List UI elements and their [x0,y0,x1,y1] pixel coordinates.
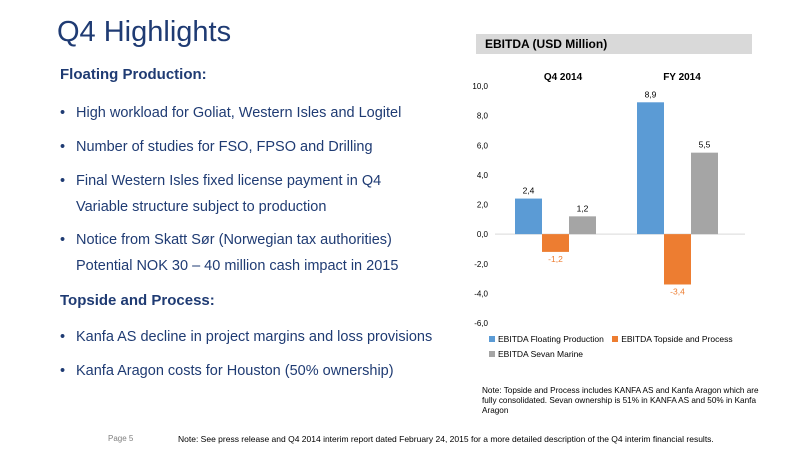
floating-bullet-2: Number of studies for FSO, FPSO and Dril… [60,139,470,155]
data-label: 2,4 [523,186,535,196]
y-tick-label: 2,0 [477,201,489,210]
bullet-text: Kanfa Aragon costs for Houston (50% owne… [76,363,394,379]
data-label: 1,2 [577,203,589,213]
y-tick-label: -2,0 [474,260,488,269]
category-label: Q4 2014 [544,72,583,83]
y-tick-label: -4,0 [474,289,488,298]
data-label: 8,9 [645,89,657,99]
floating-production-heading: Floating Production: [60,66,207,83]
page-number: Page 5 [108,434,134,443]
legend-label: EBITDA Floating Production [498,334,604,344]
data-label: -1,2 [548,254,563,264]
legend-swatch-topside [612,336,619,342]
legend-swatch-floating [489,336,495,342]
bullet-text: Final Western Isles fixed license paymen… [76,173,382,189]
topside-process-heading: Topside and Process: [60,292,215,309]
highlights-text: Floating Production: High workload for G… [60,66,470,379]
bar [569,216,596,235]
bar [542,234,569,252]
legend-item-topside: EBITDA Topside and Process [612,334,733,344]
chart-header: EBITDA (USD Million) [476,34,752,54]
y-tick-label: 6,0 [477,141,489,150]
floating-bullet-3: Final Western Isles fixed license paymen… [60,173,470,215]
legend-item-floating: EBITDA Floating Production [489,334,604,344]
bullet-text: Number of studies for FSO, FPSO and Dril… [76,139,373,155]
legend-item-sevan: EBITDA Sevan Marine [489,349,583,359]
data-label: -3,4 [670,286,685,296]
topside-bullet-2: Kanfa Aragon costs for Houston (50% owne… [60,363,470,379]
legend-label: EBITDA Topside and Process [621,334,733,344]
footnote: Note: See press release and Q4 2014 inte… [178,434,714,444]
bullet-text-continuation: Potential NOK 30 – 40 million cash impac… [76,258,399,274]
page-title: Q4 Highlights [57,16,232,48]
y-tick-label: 4,0 [477,171,489,180]
floating-bullet-4: Notice from Skatt Sør (Norwegian tax aut… [60,232,470,274]
data-label: 5,5 [699,140,711,150]
legend-swatch-sevan [489,351,495,357]
y-tick-label: 8,0 [477,112,489,121]
y-tick-label: 0,0 [477,230,489,239]
y-tick-label: -6,0 [474,319,488,328]
bar [691,152,718,235]
bullet-text: High workload for Goliat, Western Isles … [76,105,402,121]
bar [637,102,664,235]
bullet-text-continuation: Variable structure subject to production [76,199,327,215]
bullet-text: Kanfa AS decline in project margins and … [76,329,433,345]
topside-bullet-1: Kanfa AS decline in project margins and … [60,329,470,345]
chart-note: Note: Topside and Process includes KANFA… [482,386,759,415]
bar [664,234,691,285]
category-label: FY 2014 [663,72,701,83]
chart-legend: EBITDA Floating Production EBITDA Topsid… [489,334,751,364]
bullet-text: Notice from Skatt Sør (Norwegian tax aut… [76,232,392,248]
y-tick-label: 10,0 [472,82,488,91]
floating-bullet-1: High workload for Goliat, Western Isles … [60,105,470,121]
legend-label: EBITDA Sevan Marine [498,349,584,359]
bar [515,198,542,235]
